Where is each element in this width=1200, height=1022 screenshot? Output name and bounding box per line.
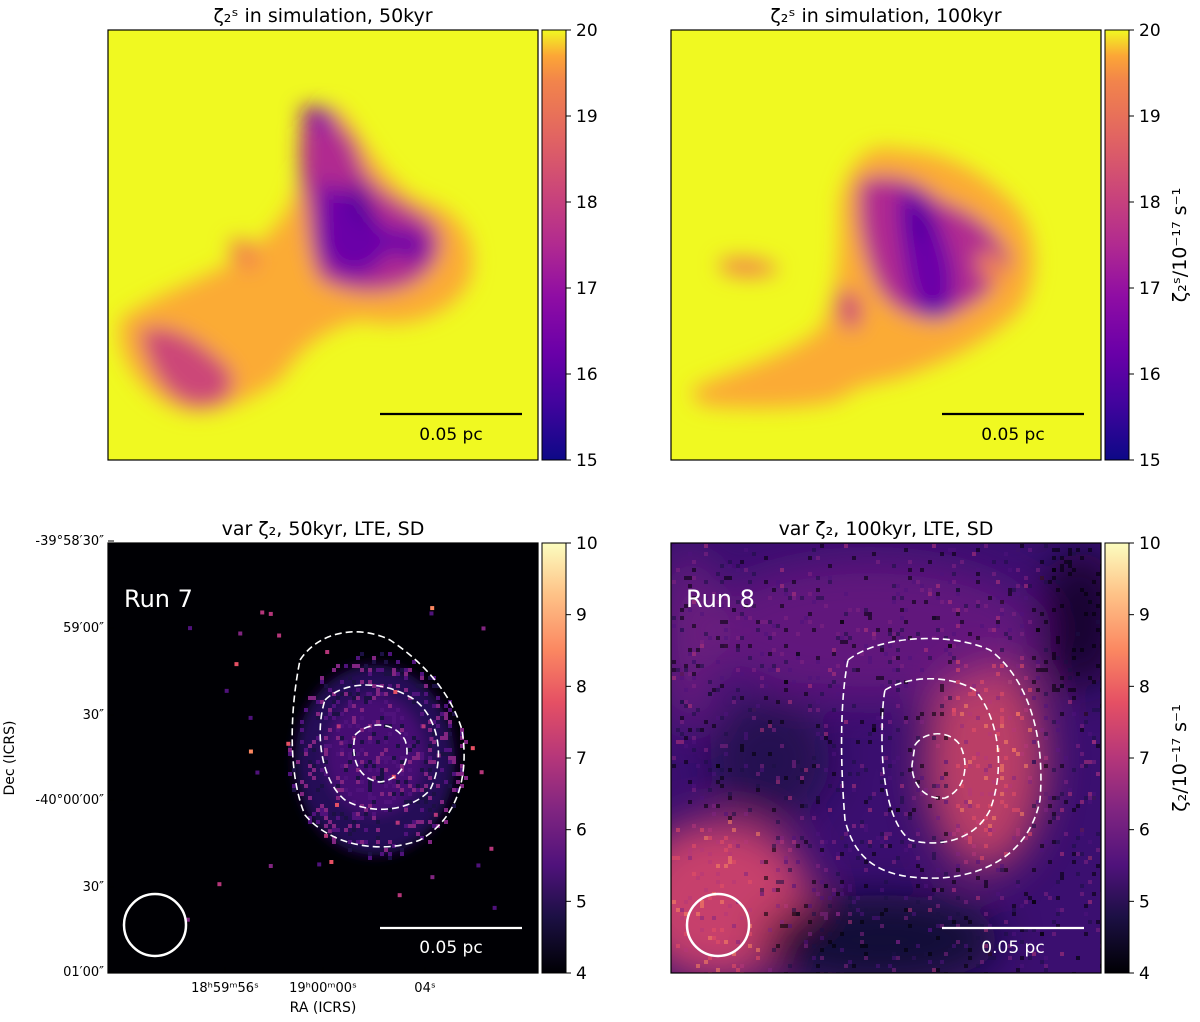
heatmap-var-50kyr [108,543,538,973]
dec-tick-label: 30″ [83,880,114,895]
colorbar-tick-label: 15 [576,451,598,471]
svg-text:-40°00′00″: -40°00′00″ [35,793,104,808]
svg-text:30″: 30″ [83,880,105,895]
colorbar: 4 5 6 7 8 9 10 [541,534,598,984]
run-label: Run 8 [686,585,755,613]
colorbar-tick-label: 4 [1139,964,1150,984]
colorbar-tick-label: 18 [576,193,598,213]
dec-tick-label: 01′00″ [63,965,114,980]
colorbar-tick-label: 5 [1139,892,1150,912]
colorbar-tick-label: 18 [1139,193,1161,213]
svg-text:59′00″: 59′00″ [63,621,104,636]
dec-axis: -39°58′30″ 59′00″ 30″ -40°00′00″ 30″ 01′… [35,534,114,980]
ra-tick-label: 18ʰ59ᵐ56ˢ [191,967,259,996]
colorbar-tick-label: 6 [1139,821,1150,841]
dec-tick-label: -40°00′00″ [35,793,114,808]
ra-axis: 18ʰ59ᵐ56ˢ 19ʰ00ᵐ00ˢ 04ˢ [191,967,436,996]
plot-frame [107,29,539,461]
dec-tick-label: 59′00″ [63,621,114,636]
panel-title: var ζ₂, 100kyr, LTE, SD [779,518,994,540]
panel-sim-100kyr: ζ₂ˢ in simulation, 100kyr 0.05 pc 15 16 17… [670,5,1191,471]
colorbar-label: ζ₂ˢ/10⁻¹⁷ s⁻¹ [1169,188,1191,302]
plot-frame [670,29,1102,461]
x-axis-label: RA (ICRS) [290,1000,357,1016]
svg-text:19ʰ00ᵐ00ˢ: 19ʰ00ᵐ00ˢ [289,981,357,996]
colorbar-tick-label: 8 [1139,677,1150,697]
colorbar-tick-label: 20 [576,21,598,41]
scale-bar-label: 0.05 pc [419,938,482,958]
svg-text:-39°58′30″: -39°58′30″ [35,534,104,549]
colorbar-tick-label: 20 [1139,21,1161,41]
svg-text:04ˢ: 04ˢ [414,981,436,996]
ra-tick-label: 04ˢ [414,967,436,996]
colorbar-tick-label: 7 [1139,749,1150,769]
colorbar: 15 16 17 18 19 20 [1104,21,1161,471]
svg-text:30″: 30″ [83,708,105,723]
panel-var-50kyr: var ζ₂, 50kyr, LTE, SD Run 7 0.05 pc 4 5 6… [2,518,598,1016]
colorbar-tick-label: 17 [1139,279,1161,299]
heatmap-sim-100kyr [671,30,1101,460]
colorbar-tick-label: 16 [576,365,598,385]
colorbar-tick-label: 10 [576,534,598,554]
colorbar-tick-label: 8 [576,677,587,697]
colorbar-tick-label: 16 [1139,365,1161,385]
panel-title: ζ₂ˢ in simulation, 100kyr [770,5,1001,27]
beam-circle [122,892,188,958]
colorbar-tick-label: 7 [576,749,587,769]
dec-tick-label: -39°58′30″ [35,534,114,549]
dec-tick-label: 30″ [83,708,114,723]
colorbar: 4 5 6 7 8 9 10 [1104,534,1161,984]
colorbar-tick-label: 5 [576,892,587,912]
scale-bar-label: 0.05 pc [981,425,1044,445]
scale-bar-label: 0.05 pc [419,425,482,445]
colorbar: 15 16 17 18 19 20 [541,21,598,471]
colorbar-tick-label: 17 [576,279,598,299]
scale-bar-label: 0.05 pc [981,938,1044,958]
colorbar-tick-label: 4 [576,964,587,984]
beam-circle [685,892,751,958]
run-label: Run 7 [124,585,193,613]
colorbar-tick-label: 19 [1139,107,1161,127]
heatmap-var-100kyr [671,543,1101,973]
colorbar-tick-label: 10 [1139,534,1161,554]
y-axis-label: Dec (ICRS) [2,721,18,796]
colorbar-tick-label: 9 [576,606,587,626]
panel-var-100kyr: var ζ₂, 100kyr, LTE, SD Run 8 0.05 [670,518,1191,984]
colorbar-tick-label: 15 [1139,451,1161,471]
colorbar-tick-label: 9 [1139,606,1150,626]
heatmap-sim-50kyr [108,30,538,460]
plot-frame [670,542,1102,974]
svg-text:01′00″: 01′00″ [63,965,104,980]
panel-sim-50kyr: ζ₂ˢ in simulation, 50kyr 0.05 pc 1516171… [107,5,598,471]
ra-tick-label: 19ʰ00ᵐ00ˢ [289,967,357,996]
colorbar-tick-label: 6 [576,821,587,841]
panel-title: ζ₂ˢ in simulation, 50kyr [213,5,432,27]
colorbar-label: ζ₂/10⁻¹⁷ s⁻¹ [1169,704,1191,811]
colorbar-tick-label: 19 [576,107,598,127]
svg-text:18ʰ59ᵐ56ˢ: 18ʰ59ᵐ56ˢ [191,981,259,996]
panel-title: var ζ₂, 50kyr, LTE, SD [222,518,425,540]
